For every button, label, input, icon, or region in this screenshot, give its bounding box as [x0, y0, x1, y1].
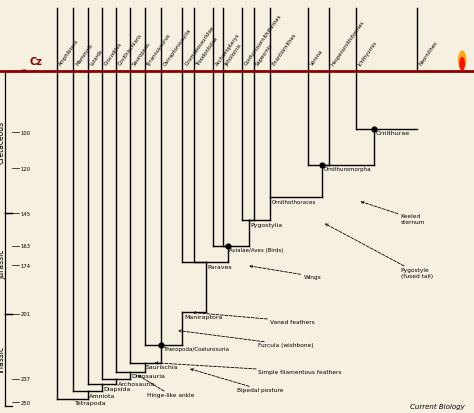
Text: Hesperornithiformes: Hesperornithiformes	[331, 19, 366, 66]
Text: Confuciusornithiformes: Confuciusornithiformes	[243, 14, 283, 66]
Text: Furcula (wishbone): Furcula (wishbone)	[179, 330, 314, 347]
Text: 174: 174	[20, 263, 30, 268]
Text: Lizards: Lizards	[89, 48, 104, 66]
Text: 163: 163	[20, 244, 30, 249]
Text: Tyrannosaurus: Tyrannosaurus	[146, 32, 172, 66]
Text: Ornithurae: Ornithurae	[376, 131, 410, 136]
Text: Pygostyle
(fused tail): Pygostyle (fused tail)	[326, 224, 433, 278]
Ellipse shape	[458, 52, 465, 70]
Text: 145: 145	[20, 211, 30, 216]
Text: Vaned feathers: Vaned feathers	[193, 312, 315, 324]
Text: Enantiornithes: Enantiornithes	[272, 32, 298, 66]
Text: Saurischia: Saurischia	[146, 365, 179, 370]
Text: Triassic: Triassic	[0, 345, 6, 373]
Text: Neornithes: Neornithes	[419, 40, 439, 66]
Text: Wings: Wings	[250, 266, 321, 279]
Text: Keeled
sternum: Keeled sternum	[361, 202, 425, 224]
Point	[371, 126, 378, 133]
Point	[319, 162, 326, 169]
Text: Vorona: Vorona	[310, 49, 324, 66]
Text: Theropoda/Coelurosuria: Theropoda/Coelurosuria	[163, 347, 228, 351]
Ellipse shape	[460, 58, 464, 71]
Text: Cz: Cz	[29, 57, 42, 66]
Text: 66: 66	[20, 69, 27, 74]
Text: 100: 100	[20, 131, 30, 135]
Text: Amphibians: Amphibians	[58, 38, 81, 66]
Text: Diapsida: Diapsida	[103, 386, 131, 391]
Text: Avialae/Aves (Birds): Avialae/Aves (Birds)	[229, 248, 283, 253]
Text: Oviraptorosauria: Oviraptorosauria	[163, 27, 192, 66]
Text: Paraves: Paraves	[208, 264, 232, 269]
Text: Dromaeosauridae: Dromaeosauridae	[184, 25, 215, 66]
Text: 237: 237	[20, 376, 30, 381]
Text: Jurassic: Jurassic	[0, 249, 6, 279]
Text: Archaeopteryx: Archaeopteryx	[215, 32, 241, 66]
Text: Ichthyornis: Ichthyornis	[357, 40, 378, 66]
Text: Tetrapoda: Tetrapoda	[75, 401, 106, 406]
Text: Sapeornis: Sapeornis	[255, 42, 274, 66]
Text: Mammals: Mammals	[75, 43, 94, 66]
Text: Amniota: Amniota	[89, 393, 116, 398]
Text: Dinosauria: Dinosauria	[132, 373, 165, 378]
Text: Sauropods: Sauropods	[132, 41, 152, 66]
Text: Ornithischians: Ornithischians	[118, 33, 143, 66]
Text: Maniraptora: Maniraptora	[184, 314, 222, 319]
Point	[157, 342, 165, 348]
Text: 250: 250	[20, 400, 30, 405]
Text: Current Biology: Current Biology	[410, 404, 465, 409]
Text: 201: 201	[20, 312, 30, 317]
Text: Hinge-like ankle: Hinge-like ankle	[138, 375, 194, 398]
Text: 120: 120	[20, 166, 30, 171]
Text: Ornithuromorpha: Ornithuromorpha	[324, 167, 371, 172]
Point	[224, 243, 231, 249]
Text: Simple filamentous feathers: Simple filamentous feathers	[155, 362, 342, 374]
Text: Archosauria: Archosauria	[118, 381, 155, 386]
Text: Crocodiles: Crocodiles	[103, 41, 123, 66]
Text: Bipedal posture: Bipedal posture	[191, 369, 283, 392]
Text: Pygostylia: Pygostylia	[250, 223, 283, 228]
Text: Troodontidae: Troodontidae	[196, 36, 219, 66]
Text: Ornithothoraces: Ornithothoraces	[272, 199, 316, 204]
Text: Jeholornis: Jeholornis	[224, 43, 243, 66]
Text: Cretaceous: Cretaceous	[0, 120, 6, 164]
